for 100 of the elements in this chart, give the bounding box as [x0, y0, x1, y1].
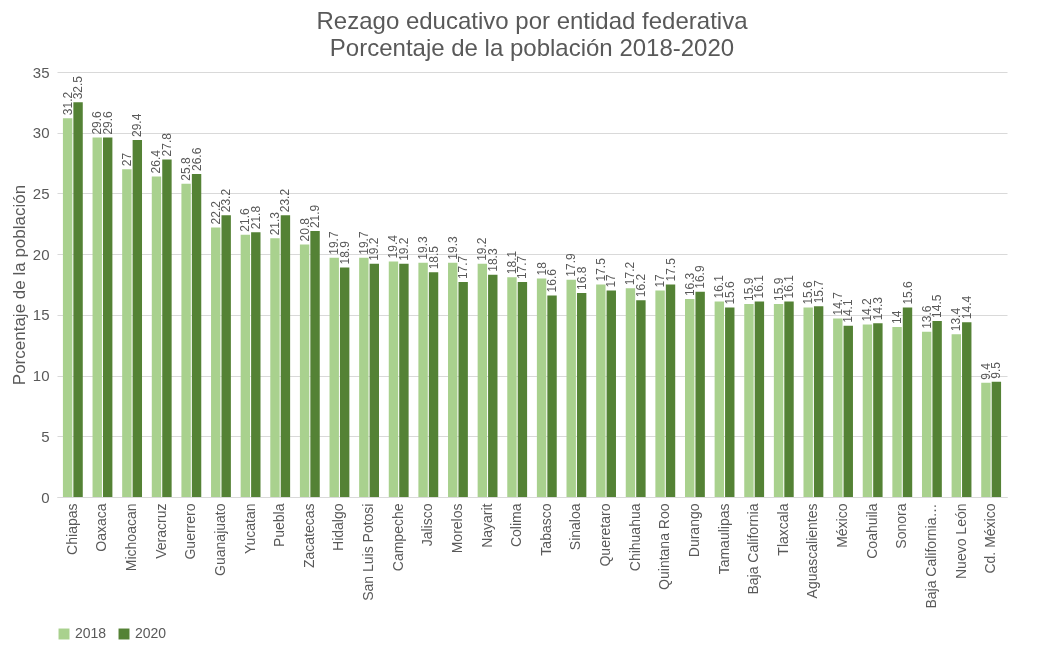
- y-tick-label: 25: [32, 184, 50, 202]
- bar: [507, 277, 517, 497]
- x-tick-label: Coahuila: [863, 503, 880, 559]
- bar: [892, 327, 902, 497]
- x-tick-label: Baja California…: [922, 503, 939, 609]
- x-tick-label: Durango: [685, 503, 702, 558]
- data-label: 23.2: [219, 188, 234, 213]
- data-label: 16.2: [633, 273, 648, 298]
- y-tick-label: 15: [32, 306, 50, 324]
- x-tick-label: Colima: [508, 503, 525, 548]
- bar: [576, 293, 587, 497]
- bar: [951, 334, 962, 497]
- bar: [695, 291, 705, 497]
- data-label: 19.2: [367, 237, 382, 261]
- bar: [744, 303, 754, 497]
- data-label: 32.5: [71, 75, 86, 100]
- x-tick-label: Tlaxcala: [774, 503, 791, 556]
- y-tick-label: 0: [41, 488, 50, 506]
- bar: [132, 140, 143, 497]
- bar: [773, 303, 784, 497]
- bar: [813, 306, 824, 497]
- bar: [625, 288, 636, 497]
- data-label: 18.3: [485, 248, 500, 272]
- bar: [488, 274, 498, 497]
- bar: [803, 307, 813, 497]
- bar: [369, 263, 379, 497]
- x-tick-label: Queretaro: [597, 503, 614, 567]
- bar: [636, 300, 646, 497]
- bar: [280, 215, 291, 497]
- x-tick-label: San Luis Potosi: [360, 503, 377, 601]
- x-tick-label: Michoacan: [123, 503, 140, 572]
- x-tick-label: Quintana Roo: [656, 503, 673, 590]
- y-tick-label: 35: [32, 63, 50, 81]
- bar: [62, 118, 73, 497]
- y-tick-label: 10: [32, 367, 50, 385]
- legend-label: 2018: [75, 625, 107, 641]
- chart-subtitle: Porcentaje de la población 2018-2020: [329, 34, 735, 61]
- bar: [211, 227, 221, 497]
- data-label: 23.2: [278, 188, 293, 213]
- bar: [962, 322, 972, 497]
- bar: [428, 272, 439, 497]
- bar: [299, 244, 310, 497]
- x-tick-label: Veracruz: [152, 503, 169, 559]
- bar: [725, 307, 735, 497]
- bar: [92, 137, 102, 497]
- y-tick-label: 20: [32, 245, 50, 263]
- x-tick-label: Cd. México: [982, 503, 999, 574]
- data-label: 27.8: [159, 132, 174, 157]
- bar: [102, 137, 113, 497]
- data-label: 14: [890, 310, 905, 324]
- x-tick-label: Jalisco: [419, 503, 436, 547]
- x-tick-label: Sonora: [893, 503, 910, 549]
- bar: [784, 301, 794, 497]
- bar: [122, 169, 132, 497]
- x-tick-label: Sinaloa: [567, 503, 584, 551]
- x-tick-label: Baja California: [745, 503, 762, 595]
- data-label: 17.5: [663, 257, 678, 282]
- bar: [458, 282, 468, 497]
- data-label: 16.6: [545, 268, 560, 293]
- x-tick-label: Oaxaca: [93, 503, 110, 552]
- y-tick-label: 30: [32, 124, 50, 142]
- bar: [833, 318, 843, 497]
- bar: [536, 278, 547, 497]
- bar: [685, 299, 695, 497]
- data-label: 21.9: [308, 204, 323, 229]
- x-tick-label: Tamaulipas: [715, 503, 732, 575]
- bar: [921, 331, 932, 497]
- legend-label: 2020: [135, 625, 167, 641]
- bar: [399, 263, 409, 497]
- x-tick-label: Nuevo León: [952, 503, 969, 580]
- bar: [596, 284, 606, 497]
- bar: [566, 279, 576, 497]
- bar: [359, 257, 369, 497]
- data-label: 29.4: [130, 113, 145, 137]
- bar: [448, 262, 458, 497]
- x-tick-label: Chihuahua: [626, 503, 643, 572]
- data-label: 18.9: [337, 240, 352, 265]
- bar: [162, 159, 172, 497]
- bar: [181, 183, 191, 497]
- x-tick-label: Aguascalientes: [804, 503, 821, 599]
- data-label: 16.8: [574, 266, 589, 290]
- data-label: 16.9: [693, 265, 708, 289]
- x-tick-label: Campeche: [389, 503, 406, 572]
- data-label: 14.1: [841, 299, 856, 323]
- bar: [418, 262, 428, 497]
- x-tick-label: Nayarit: [478, 503, 495, 548]
- bar: [388, 261, 399, 497]
- bar: [991, 381, 1002, 497]
- x-tick-label: Guanajuato: [211, 503, 228, 576]
- data-label: 27: [119, 152, 134, 167]
- bar: [221, 215, 231, 497]
- bar: [329, 257, 339, 497]
- bar: [932, 320, 942, 497]
- y-axis-title: Porcentaje de la población: [9, 184, 29, 386]
- bar: [310, 231, 320, 497]
- bar: [873, 323, 883, 497]
- bar: [251, 232, 261, 497]
- bar: [477, 263, 488, 497]
- x-tick-label: Zacatecas: [300, 503, 317, 569]
- data-label: 14.4: [959, 295, 974, 320]
